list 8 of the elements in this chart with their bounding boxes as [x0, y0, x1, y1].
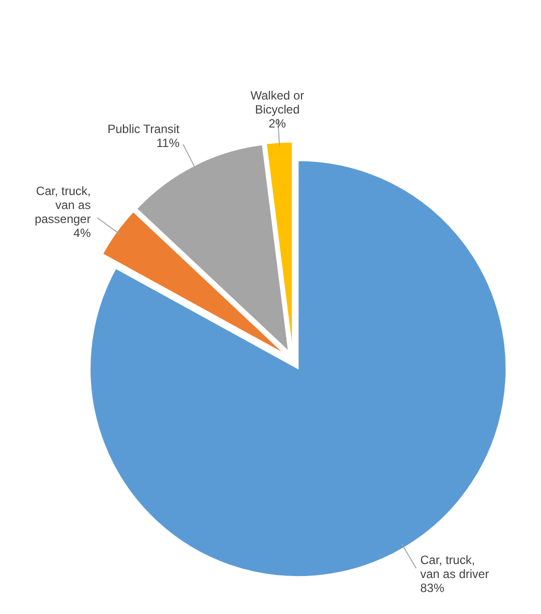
- slice-label: Walked or Bicycled: [250, 88, 304, 117]
- slice-label: Car, truck, van as passenger: [34, 184, 91, 226]
- slice-label: Car, truck, van as driver: [420, 553, 489, 582]
- data-label: 11%: [156, 136, 180, 150]
- slice-label: Public Transit: [107, 122, 180, 136]
- data-label: 2%: [268, 116, 286, 131]
- data-label: 83%: [420, 581, 445, 596]
- data-label: 4%: [73, 226, 92, 240]
